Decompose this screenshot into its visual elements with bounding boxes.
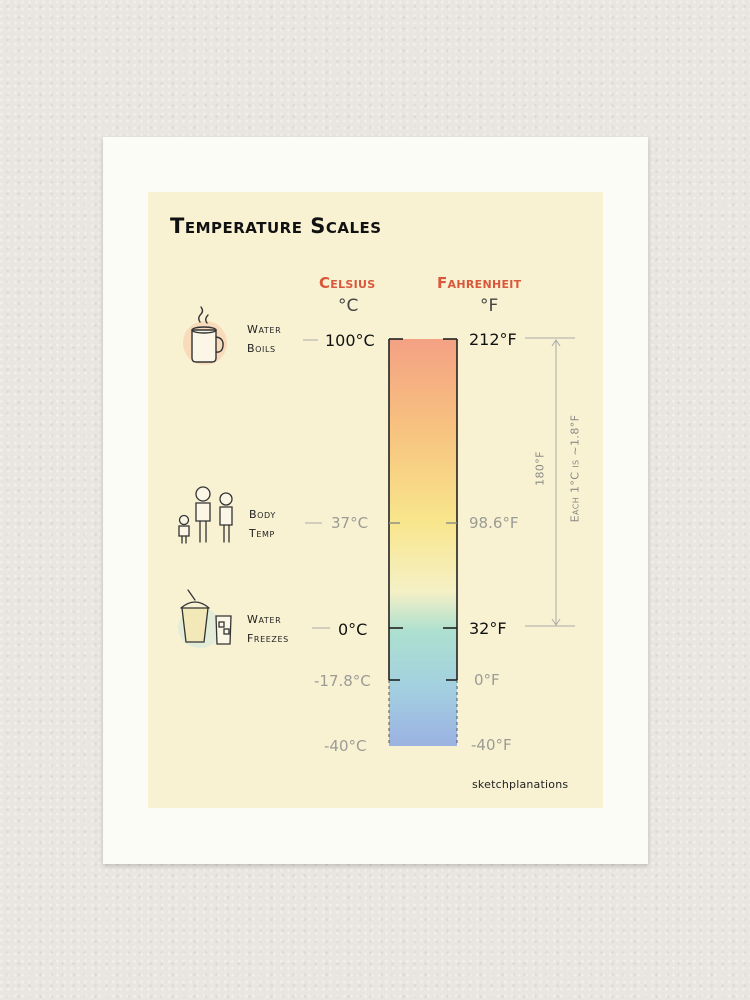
fahrenheit-minus40: -40°F [471, 736, 512, 754]
leader-lines [303, 337, 575, 629]
mug-icon [183, 306, 227, 365]
celsius-0: 0°C [338, 620, 368, 639]
fahrenheit-unit: °F [480, 296, 499, 316]
celsius-unit: °C [338, 296, 359, 316]
celsius-37: 37°C [331, 514, 369, 532]
celsius-minus17-8: -17.8°C [314, 672, 371, 690]
label-water-freezes: Water Freezes [247, 613, 289, 645]
page-title: Temperature Scales [170, 214, 382, 238]
range-span-label: 180°F [533, 451, 547, 486]
range-ratio-label: Each 1°C is ~1.8°F [568, 414, 582, 523]
celsius-minus40: -40°C [324, 737, 367, 755]
celsius-100: 100°C [325, 331, 375, 350]
fahrenheit-98-6: 98.6°F [469, 514, 519, 532]
fahrenheit-header: Fahrenheit [437, 274, 522, 292]
iced-drinks-icon [178, 589, 232, 648]
label-water-boils: Water Boils [247, 323, 282, 355]
fahrenheit-212: 212°F [469, 330, 517, 349]
family-icon [178, 486, 233, 544]
fahrenheit-0: 0°F [474, 671, 500, 689]
signature: sketchplanations [472, 778, 569, 791]
fahrenheit-32: 32°F [469, 619, 507, 638]
label-body-temp: Body Temp [249, 508, 276, 540]
celsius-header: Celsius [319, 274, 376, 292]
range-bracket [551, 339, 561, 626]
thermometer-fill [389, 339, 457, 746]
